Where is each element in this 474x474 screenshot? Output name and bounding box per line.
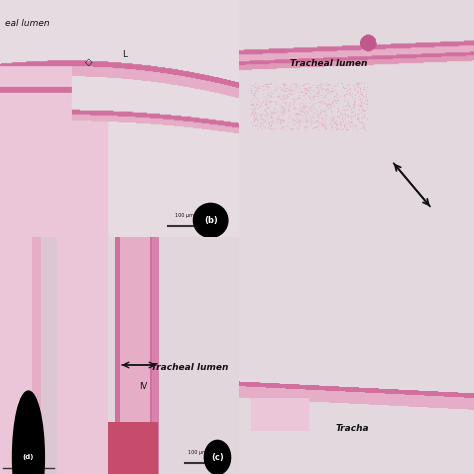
Text: Tracheal lumen: Tracheal lumen xyxy=(290,59,367,68)
Text: (c): (c) xyxy=(211,453,224,462)
Text: Tracheal lumen: Tracheal lumen xyxy=(151,363,229,372)
Text: (b): (b) xyxy=(204,216,218,225)
Text: (d): (d) xyxy=(23,455,34,460)
Text: Tracha: Tracha xyxy=(335,424,369,433)
Circle shape xyxy=(193,203,228,237)
Text: 100 µm: 100 µm xyxy=(175,213,194,218)
Text: 100 µm: 100 µm xyxy=(188,450,207,455)
Text: 100 µm: 100 µm xyxy=(22,455,35,458)
Circle shape xyxy=(12,391,45,474)
Text: L: L xyxy=(122,50,127,59)
Text: ◇: ◇ xyxy=(85,56,92,67)
Circle shape xyxy=(204,440,231,474)
Text: eal lumen: eal lumen xyxy=(5,19,49,28)
Text: IV: IV xyxy=(139,382,148,391)
